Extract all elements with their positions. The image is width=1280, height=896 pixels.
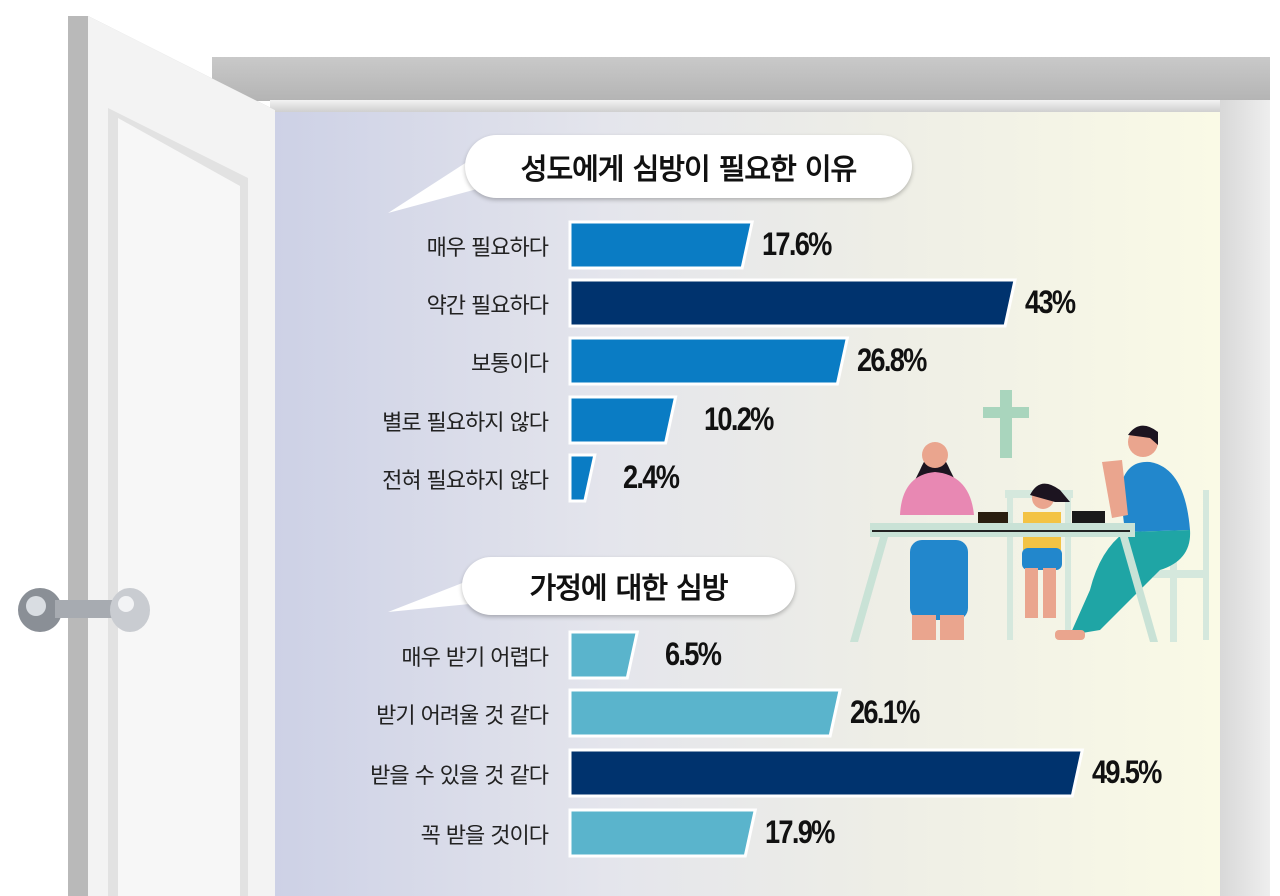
door-frame-right	[1220, 100, 1270, 896]
bar-shape	[568, 220, 755, 270]
value-label: 26.1%	[850, 694, 920, 730]
bar-shape	[568, 453, 597, 503]
category-label: 매우 필요하다	[426, 236, 549, 261]
door-knob-icon	[18, 588, 150, 632]
bar-shape	[568, 748, 1085, 798]
value-label: 26.8%	[857, 342, 927, 378]
man-figure	[1055, 425, 1191, 640]
bar	[568, 220, 755, 270]
category-label: 받기 어려울 것 같다	[376, 704, 549, 729]
door-frame-top	[212, 57, 1270, 101]
bar	[568, 453, 597, 503]
chart-title-1: 성도에게 심방이 필요한 이유	[465, 135, 912, 198]
bar-shape	[568, 336, 850, 386]
bar-shape	[568, 808, 758, 858]
bar	[568, 395, 678, 445]
category-label: 매우 받기 어렵다	[401, 646, 549, 671]
family-illustration	[850, 390, 1209, 642]
woman-figure	[900, 442, 974, 640]
value-label: 49.5%	[1092, 754, 1162, 790]
bar	[568, 630, 640, 680]
bar-shape	[568, 278, 1017, 328]
category-label: 약간 필요하다	[426, 294, 549, 319]
category-label: 보통이다	[471, 352, 549, 377]
bar-shape	[568, 688, 842, 738]
chart-title-2: 가정에 대한 심방	[462, 557, 795, 615]
category-label: 받을 수 있을 것 같다	[370, 764, 549, 789]
door-frame-lip	[270, 100, 1230, 112]
open-door	[18, 16, 275, 896]
value-label: 17.6%	[762, 226, 832, 262]
bar	[568, 688, 842, 738]
value-label: 10.2%	[703, 401, 774, 437]
table	[850, 511, 1158, 642]
value-label: 6.5%	[665, 636, 722, 672]
bar-shape	[568, 630, 640, 680]
value-label: 43%	[1025, 284, 1076, 320]
value-label: 2.4%	[622, 459, 680, 495]
category-label: 별로 필요하지 않다	[382, 411, 549, 436]
bar	[568, 808, 758, 858]
cross-icon	[983, 390, 1029, 458]
category-label: 전혀 필요하지 않다	[382, 469, 549, 494]
category-label: 꼭 받을 것이다	[420, 824, 549, 849]
value-label: 17.9%	[765, 814, 835, 850]
bar	[568, 748, 1085, 798]
child-figure	[1022, 483, 1070, 618]
bar	[568, 336, 850, 386]
bar-shape	[568, 395, 678, 445]
bar	[568, 278, 1017, 328]
